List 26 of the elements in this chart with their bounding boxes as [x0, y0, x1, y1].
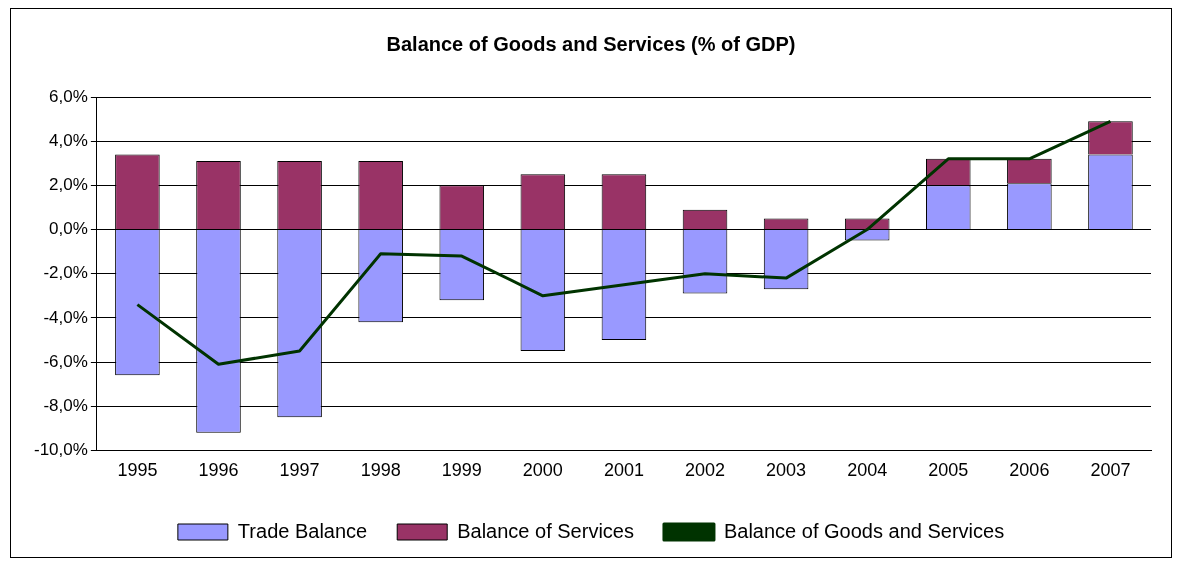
x-tick-label: 1997	[279, 460, 320, 481]
y-tick-label: 4,0%	[49, 130, 88, 150]
x-tick-label: 1995	[117, 460, 158, 481]
x-tick-label: 2004	[847, 460, 888, 481]
x-tick-label: 2003	[766, 460, 807, 481]
y-tick-label: -10,0%	[33, 440, 88, 460]
legend-label: Trade Balance	[237, 519, 368, 542]
x-tick-label: 2006	[1009, 460, 1050, 481]
y-tick-label: -6,0%	[43, 351, 88, 371]
y-tick-label: 6,0%	[49, 86, 88, 106]
x-tick-label: 2000	[522, 460, 563, 481]
x-tick-label: 1998	[360, 460, 401, 481]
x-tick-label: 2001	[603, 460, 644, 481]
x-tick-label: 1996	[198, 460, 239, 481]
y-tick-label: -4,0%	[43, 307, 88, 327]
y-tick-label: -2,0%	[43, 263, 88, 283]
y-tick-label: 2,0%	[49, 175, 88, 195]
y-tick-label: -8,0%	[43, 395, 88, 415]
legend-label: Balance of Goods and Services	[723, 519, 1005, 542]
x-tick-label: 2007	[1090, 460, 1131, 481]
x-tick-label: 2002	[685, 460, 726, 481]
y-tick-label: 0,0%	[49, 219, 88, 239]
x-tick-label: 1999	[441, 460, 482, 481]
chart-title: Balance of Goods and Services (% of GDP)	[386, 32, 796, 55]
legend-label: Balance of Services	[457, 519, 634, 542]
x-tick-label: 2005	[928, 460, 969, 481]
